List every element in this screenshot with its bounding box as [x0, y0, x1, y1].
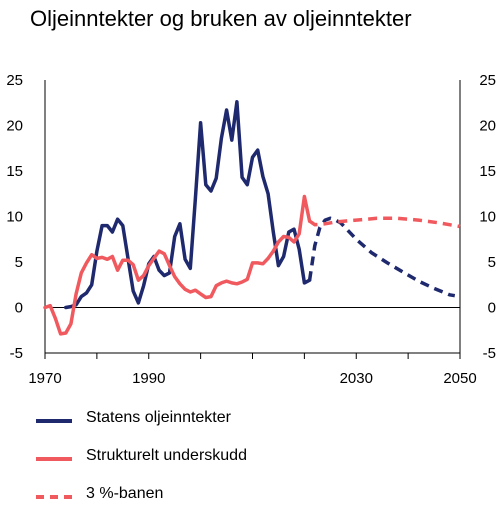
- y-tick-label-left: 10: [6, 209, 23, 226]
- series-line-3: [308, 216, 461, 229]
- line-chart: 25 20 15 10 5 0 -5 25 20 15 10 5 0 -5 1970 1990 2030 2050: [6, 72, 496, 387]
- tick-labels: 25 20 15 10 5 0 -5 25 20 15 10 5 0 -5 1970 1990 2030 2050: [6, 72, 496, 387]
- y-tick-label-right: 20: [479, 118, 496, 135]
- series-line-2: [43, 194, 312, 336]
- x-tick-label: 1990: [132, 370, 165, 387]
- legend-label: 3 %-banen: [86, 485, 164, 502]
- series-line-1: [307, 216, 456, 298]
- legend-label: Statens oljeinntekter: [86, 409, 231, 426]
- legend-swatch-solid-blue: [36, 419, 72, 423]
- y-tick-label-left: 15: [6, 163, 23, 180]
- x-tick-label: 2030: [340, 370, 373, 387]
- y-tick-label-left: -5: [10, 345, 23, 362]
- series-lines: [43, 100, 461, 336]
- x-tick-label: 1970: [28, 370, 61, 387]
- y-tick-label-right: 25: [479, 72, 496, 89]
- y-tick-label-right: 15: [479, 163, 496, 180]
- legend-label: Strukturelt underskudd: [86, 447, 247, 464]
- y-tick-label-left: 20: [6, 118, 23, 135]
- y-tick-label-right: 5: [488, 254, 496, 271]
- series-line-0: [64, 100, 312, 310]
- y-tick-label-left: 5: [15, 254, 23, 271]
- x-tick-label: 2050: [443, 370, 476, 387]
- y-tick-label-left: 25: [6, 72, 23, 89]
- y-tick-label-right: -5: [483, 345, 496, 362]
- y-tick-label-left: 0: [15, 300, 23, 317]
- y-tick-label-right: 0: [488, 300, 496, 317]
- y-tick-label-right: 10: [479, 209, 496, 226]
- legend-swatch-dashed-red: [36, 495, 72, 499]
- axes: [44, 80, 461, 359]
- chart-title: Oljeinntekter og bruken av oljeinntekter: [30, 6, 412, 31]
- legend-swatch-solid-red: [36, 457, 72, 461]
